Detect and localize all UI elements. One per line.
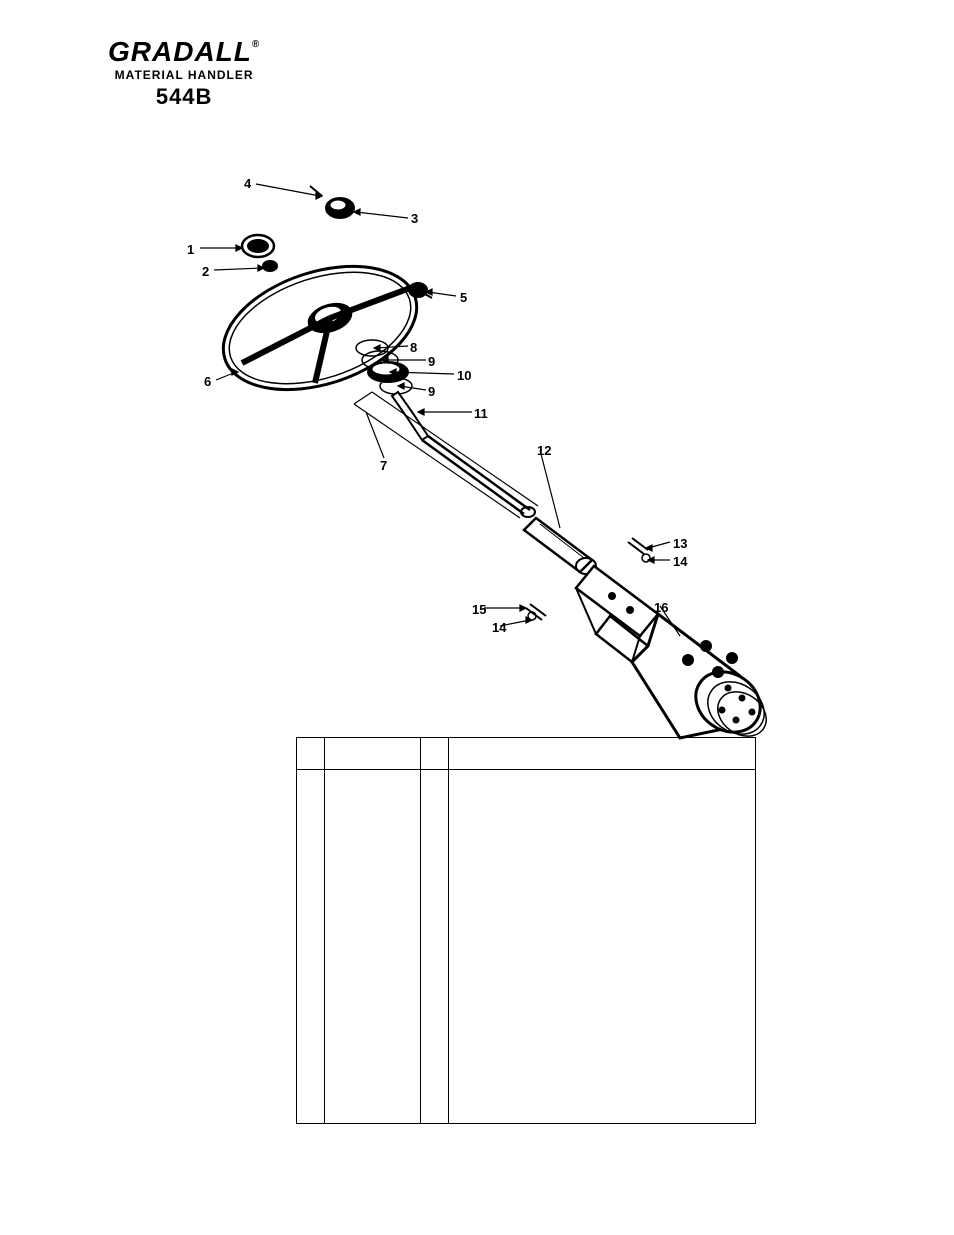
table-row	[297, 858, 756, 880]
callout-8: 8	[410, 340, 417, 355]
header-item	[297, 738, 325, 770]
table-row	[297, 991, 756, 1013]
parts-table	[296, 737, 756, 1124]
table-row	[297, 836, 756, 858]
table-row	[297, 1101, 756, 1123]
table-row	[297, 902, 756, 924]
callout-2: 2	[202, 264, 209, 279]
brand-text: GRADALL	[108, 36, 252, 67]
callout-9a: 9	[428, 354, 435, 369]
registered-mark: ®	[252, 39, 260, 50]
exploded-diagram: 1 2 3 4 5 6 7 8 9 9 10 11 12 13 14 14 15…	[180, 168, 820, 768]
callout-5: 5	[460, 290, 467, 305]
model-number: 544B	[108, 84, 260, 110]
table-row	[297, 1079, 756, 1101]
table-row	[297, 947, 756, 969]
callout-15: 15	[472, 602, 486, 617]
brand-subtitle: MATERIAL HANDLER	[108, 68, 260, 82]
callout-14a: 14	[673, 554, 687, 569]
header-part	[325, 738, 421, 770]
table-row	[297, 792, 756, 814]
table-row	[297, 814, 756, 836]
callout-13: 13	[673, 536, 687, 551]
table-header-row	[297, 738, 756, 770]
brand-name: GRADALL®	[108, 38, 260, 66]
callout-6: 6	[204, 374, 211, 389]
table-row	[297, 770, 756, 792]
header-qty	[421, 738, 449, 770]
table-row	[297, 880, 756, 902]
table-row	[297, 1013, 756, 1035]
callout-3: 3	[411, 211, 418, 226]
table-body	[297, 770, 756, 1124]
table-row	[297, 1035, 756, 1057]
table-row	[297, 924, 756, 946]
brand-logo: GRADALL® MATERIAL HANDLER 544B	[108, 38, 260, 110]
table-row	[297, 1057, 756, 1079]
callout-1: 1	[187, 242, 194, 257]
table-row	[297, 969, 756, 991]
callout-9b: 9	[428, 384, 435, 399]
callout-10: 10	[457, 368, 471, 383]
callout-4: 4	[244, 176, 251, 191]
callout-14b: 14	[492, 620, 506, 635]
header-desc	[449, 738, 756, 770]
diagram-svg	[180, 168, 820, 768]
callout-12: 12	[537, 443, 551, 458]
callout-7: 7	[380, 458, 387, 473]
callout-11: 11	[474, 406, 488, 421]
callout-16: 16	[654, 600, 668, 615]
